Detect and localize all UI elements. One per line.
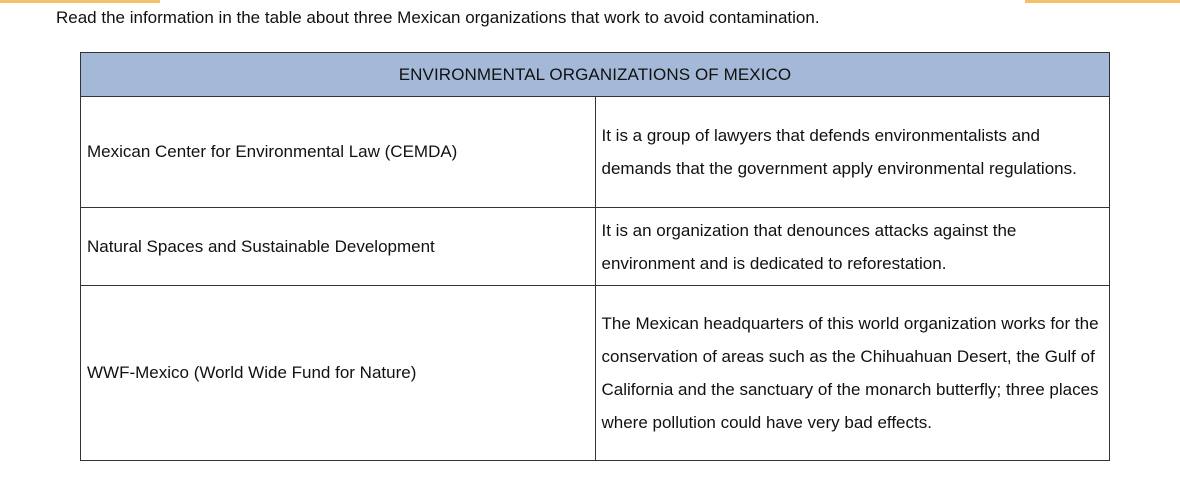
description-text: The Mexican headquarters of this world o…	[601, 314, 1099, 432]
organizations-table: ENVIRONMENTAL ORGANIZATIONS OF MEXICO Me…	[80, 52, 1110, 461]
intro-text: Read the information in the table about …	[56, 8, 820, 27]
organization-description: It is a group of lawyers that defends en…	[594, 96, 1110, 208]
organization-description: The Mexican headquarters of this world o…	[594, 285, 1110, 461]
description-text: It is an organization that denounces att…	[601, 220, 1017, 273]
organization-name: Natural Spaces and Sustainable Developme…	[80, 207, 596, 286]
table-header-row: ENVIRONMENTAL ORGANIZATIONS OF MEXICO	[80, 52, 1110, 97]
description-text: It is a group of lawyers that defends en…	[601, 126, 1077, 178]
organization-name: WWF-Mexico (World Wide Fund for Nature)	[80, 285, 596, 461]
table-title: ENVIRONMENTAL ORGANIZATIONS OF MEXICO	[80, 52, 1110, 97]
organization-name: Mexican Center for Environmental Law (CE…	[80, 96, 596, 208]
top-accent-rule-right	[1025, 0, 1180, 3]
organization-description: It is an organization that denounces att…	[594, 207, 1110, 286]
table-row: WWF-Mexico (World Wide Fund for Nature) …	[80, 285, 1110, 461]
table-row: Natural Spaces and Sustainable Developme…	[80, 207, 1110, 286]
table-row: Mexican Center for Environmental Law (CE…	[80, 96, 1110, 208]
top-accent-rule-left	[0, 0, 160, 3]
